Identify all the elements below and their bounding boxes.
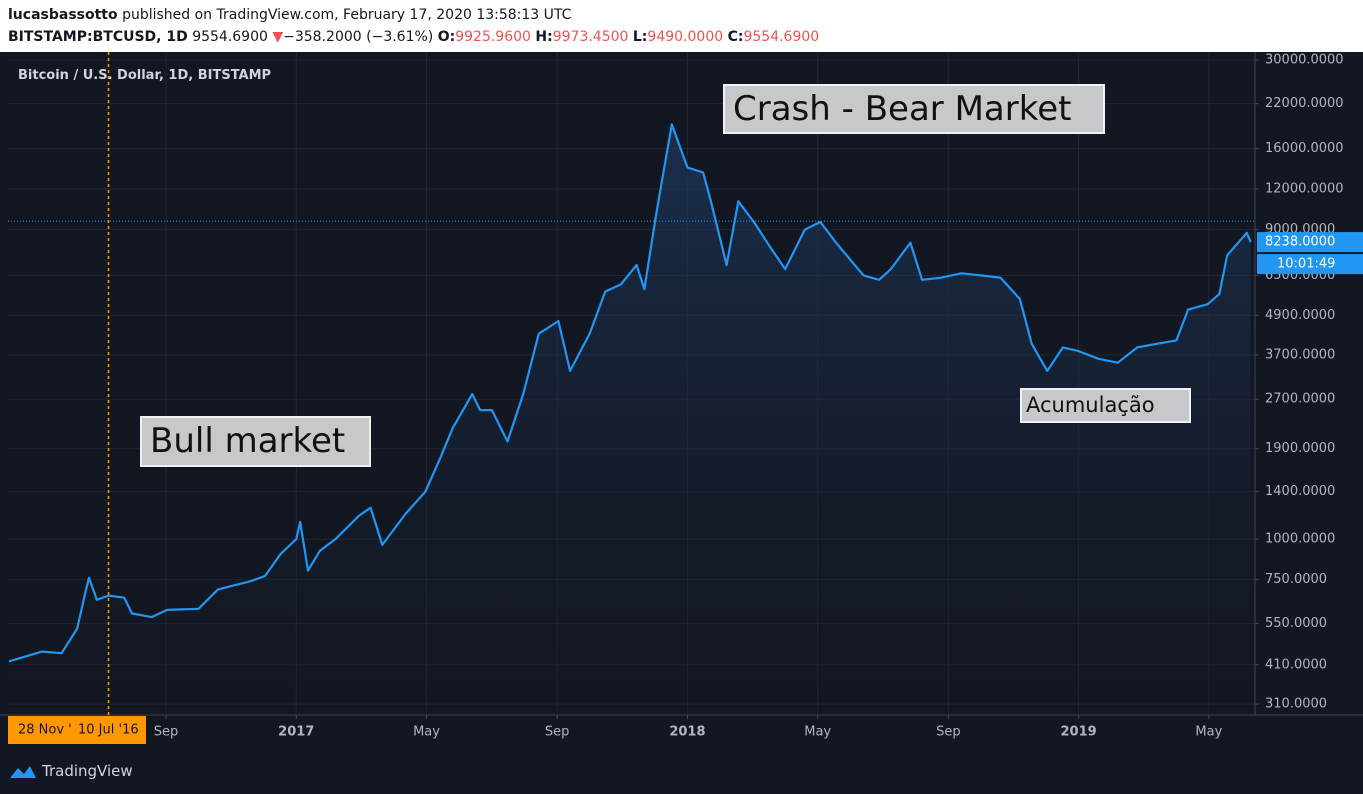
quote-line: BITSTAMP:BTCUSD, 1D 9554.6900 ▼−358.2000… [8, 29, 819, 45]
price-line-series [8, 123, 1252, 663]
crosshair-label: 10 Jul '16 [78, 723, 139, 738]
crosshair-tag [8, 716, 146, 744]
brand[interactable]: TradingView [42, 762, 133, 780]
x-tick-label: May [804, 725, 831, 740]
x-tick-label: 2019 [1060, 725, 1096, 740]
annotation[interactable]: Acumulação [1020, 388, 1191, 423]
x-tick-label: 2018 [669, 725, 705, 740]
ohlc-label: H: [535, 29, 553, 45]
ohlc-label: O: [437, 29, 456, 45]
last-value-label: 8238.0000 [1265, 235, 1335, 250]
publish-line: lucasbassotto published on TradingView.c… [8, 7, 571, 23]
x-tick-label: Sep [154, 725, 179, 740]
logo [10, 766, 36, 778]
legend: Bitcoin / U.S. Dollar, 1D, BITSTAMP [18, 68, 272, 83]
x-tick-label: 2017 [278, 725, 314, 740]
x-tick-label: Sep [545, 725, 570, 740]
x-tick-label: Sep [936, 725, 961, 740]
x-tick-label: May [413, 725, 440, 740]
countdown-tag [1257, 254, 1363, 275]
y-tick-label: 2700.0000 [1265, 392, 1335, 407]
header: lucasbassotto published on TradingView.c… [0, 0, 1363, 52]
publish-info: published on TradingView.com, February 1… [122, 7, 572, 23]
y-tick-label: 550.0000 [1265, 616, 1327, 631]
ohlc-value: 9554.6900 [743, 29, 820, 45]
y-tick-label: 30000.0000 [1265, 52, 1344, 67]
ohlc-value: 9973.4500 [552, 29, 629, 45]
ohlc-label: L: [632, 29, 648, 45]
annotation[interactable]: Crash - Bear Market [723, 84, 1105, 134]
y-tick-label: 410.0000 [1265, 657, 1327, 672]
x-tick-label: May [1195, 725, 1222, 740]
y-tick-label: 1400.0000 [1265, 484, 1335, 499]
y-tick-label: 310.0000 [1265, 697, 1327, 712]
y-tick-label: 4900.0000 [1265, 308, 1335, 323]
crosshair-label: 28 Nov ' [18, 723, 72, 738]
annotation[interactable]: Bull market [140, 416, 371, 467]
ohlc-value: 9490.0000 [647, 29, 724, 45]
y-tick-label: 1900.0000 [1265, 441, 1335, 456]
y-tick-label: 750.0000 [1265, 572, 1327, 587]
change: −358.2000 (−3.61%) [283, 29, 434, 45]
y-tick-label: 22000.0000 [1265, 96, 1344, 111]
symbol: BITSTAMP:BTCUSD, 1D [8, 29, 188, 45]
ohlc-label: C: [727, 29, 744, 45]
area-fill [8, 124, 1251, 716]
ohlc-value: 9925.9600 [455, 29, 531, 45]
last-value-tag [1257, 232, 1363, 253]
y-tick-label: 3700.0000 [1265, 347, 1335, 362]
y-tick-label: 16000.0000 [1265, 141, 1344, 156]
y-tick-label: 12000.0000 [1265, 182, 1344, 197]
author[interactable]: lucasbassotto [8, 7, 118, 23]
y-tick-label: 1000.0000 [1265, 532, 1335, 547]
countdown-label: 10:01:49 [1277, 257, 1335, 272]
down-arrow: ▼ [272, 29, 284, 45]
last-price: 9554.6900 [192, 29, 268, 45]
